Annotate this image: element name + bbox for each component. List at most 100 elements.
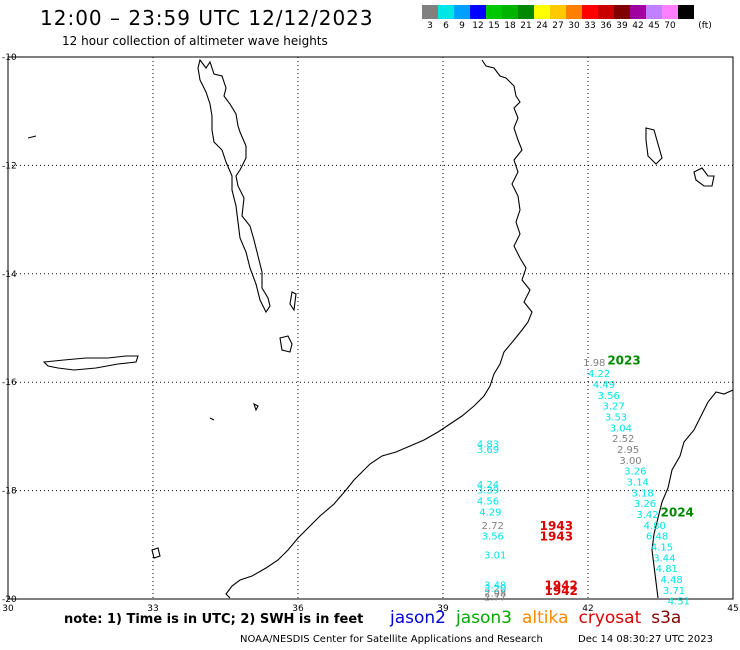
satellite-name: jason3	[456, 608, 512, 628]
legend-label: 45	[648, 21, 660, 31]
footer-note: note: 1) Time is in UTC; 2) SWH is in fe…	[64, 612, 364, 627]
legend-unit: (ft)	[698, 21, 712, 31]
legend-swatch	[598, 5, 614, 19]
latitude-tick-label: -18	[2, 487, 17, 497]
satellite-name: altika	[522, 608, 569, 628]
wave-height-value: 3.44	[653, 553, 675, 564]
legend-swatch	[534, 5, 550, 19]
wave-height-value: 4.48	[661, 575, 683, 586]
color-legend	[422, 5, 694, 19]
wave-height-value: 3.69	[477, 445, 499, 456]
wave-height-value: 3.01	[484, 551, 506, 562]
legend-swatch	[518, 5, 534, 19]
wave-height-value: 4.15	[651, 543, 673, 554]
wave-height-value: 4.81	[656, 564, 678, 575]
wave-height-value: 3.27	[603, 402, 625, 413]
satellite-name: jason2	[390, 608, 446, 628]
map-title: 12:00 – 23:59 UTC 12/12/2023	[40, 6, 374, 30]
longitude-tick-label: 33	[147, 604, 158, 614]
longitude-tick-label: 42	[582, 604, 593, 614]
longitude-labels: 30 33 36 39 42 45	[2, 604, 738, 614]
wave-height-value: 4.51	[668, 597, 690, 608]
small-lake	[289, 291, 297, 312]
wave-height-value: 4.22	[588, 369, 610, 380]
legend-label: 18	[504, 21, 516, 31]
legend-label: 70	[664, 21, 676, 31]
small-island	[27, 135, 37, 139]
wave-height-value: 2.95	[617, 445, 639, 456]
satellite-legend: jason2 jason3 altika cryosat s3a	[390, 608, 691, 628]
legend-label: 33	[584, 21, 596, 31]
small-island	[209, 417, 215, 421]
madagascar-coast	[651, 389, 734, 599]
longitude-tick-label: 30	[2, 604, 14, 614]
legend-label: 24	[536, 21, 548, 31]
wave-height-value: 4.56	[477, 496, 499, 507]
wave-height-value: 2.77	[484, 592, 506, 603]
pass-time-label: 1942	[545, 584, 578, 598]
legend-swatch	[566, 5, 582, 19]
wave-height-value: 2.72	[482, 521, 504, 532]
wave-height-value: 3.71	[663, 586, 685, 597]
map-frame	[7, 56, 734, 600]
legend-swatch	[678, 5, 694, 19]
pass-time-label: 1943	[540, 519, 573, 533]
legend-label: 15	[488, 21, 500, 31]
issue-timestamp: Dec 14 08:30:27 UTC 2023	[578, 634, 713, 645]
legend-swatch	[438, 5, 454, 19]
legend-label: 36	[600, 21, 612, 31]
comoros-island	[693, 167, 715, 187]
wave-height-value: 3.53	[605, 412, 627, 423]
wave-height-observations: 1.984.224.493.563.273.533.042.522.953.00…	[477, 358, 690, 607]
legend-label: 42	[632, 21, 644, 31]
legend-label: 27	[552, 21, 564, 31]
wave-height-value: 1.98	[583, 358, 605, 369]
legend-label: 30	[568, 21, 580, 31]
latitude-tick-label: -20	[2, 595, 17, 605]
legend-swatch	[582, 5, 598, 19]
legend-label: 39	[616, 21, 628, 31]
color-legend-labels: 3 6 9 12 15 18 21 24 27 30 33 36 39 42 45 70 (ft)	[422, 21, 716, 31]
pass-time-label: 2024	[661, 505, 694, 519]
pass-time-label: 1943	[540, 530, 573, 544]
legend-swatch	[662, 5, 678, 19]
wave-height-value: 3.56	[598, 391, 620, 402]
wave-height-value: 2.98	[484, 589, 506, 600]
credit-line: NOAA/NESDIS Center for Satellite Applica…	[240, 634, 543, 645]
legend-swatch	[502, 5, 518, 19]
map-subtitle: 12 hour collection of altimeter wave hei…	[62, 34, 328, 48]
wave-height-value: 2.52	[612, 434, 634, 445]
longitude-tick-label: 36	[292, 604, 304, 614]
wave-height-value: 3.14	[627, 477, 649, 488]
wave-height-value: 4.24	[477, 480, 499, 491]
wave-height-value: 4.49	[593, 380, 615, 391]
legend-label: 9	[459, 21, 465, 31]
latitude-tick-label: -12	[2, 161, 17, 171]
legend-swatch	[454, 5, 470, 19]
small-lake	[253, 402, 259, 412]
pass-time-label: 2023	[607, 354, 640, 368]
legend-swatch	[550, 5, 566, 19]
latitude-tick-label: -16	[2, 378, 17, 388]
pass-time-label: 1942	[545, 578, 578, 592]
mozambique-coast	[225, 59, 533, 599]
wave-height-value: 3.26	[624, 467, 646, 478]
legend-swatch	[422, 5, 438, 19]
latitude-tick-label: -14	[2, 270, 17, 280]
wave-height-value: 3.18	[632, 488, 654, 499]
wave-height-value: 3.56	[482, 532, 504, 543]
comoros-island	[645, 127, 663, 165]
legend-swatch	[614, 5, 630, 19]
coastlines	[27, 58, 734, 599]
wave-height-value: 3.48	[484, 580, 506, 591]
legend-label: 3	[427, 21, 433, 31]
wave-height-value: 3.26	[634, 499, 656, 510]
legend-swatch	[470, 5, 486, 19]
wave-height-value: 3.04	[610, 423, 632, 434]
wave-height-value: 3.00	[619, 456, 641, 467]
wave-height-value: 4.83	[477, 440, 499, 451]
wave-height-value: 3.39	[477, 486, 499, 497]
wave-height-value: 3.42	[636, 510, 658, 521]
